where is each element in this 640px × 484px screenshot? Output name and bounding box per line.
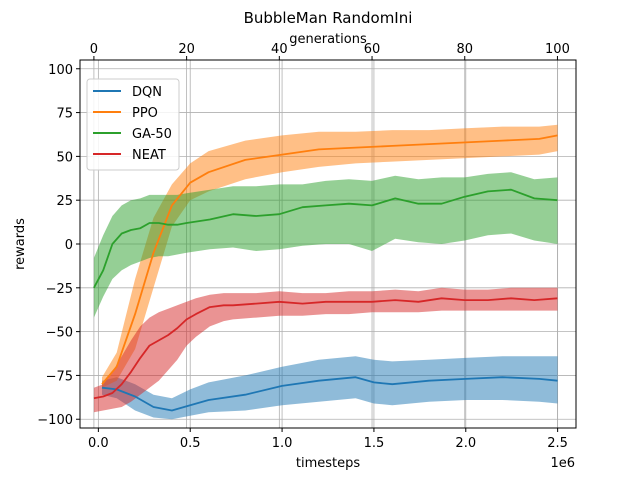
legend-box <box>86 78 180 171</box>
y-tick-label: −50 <box>46 326 73 341</box>
top-x-axis-label: generations <box>289 32 367 47</box>
axis-ticks: 0.0 0.5 1.0 1.5 2.0 2.5 0 20 40 60 80 100 −100 −75 −50… <box>37 42 570 451</box>
band-ppo <box>102 124 558 388</box>
confidence-bands <box>93 124 558 420</box>
x-tick-label: 2.5 <box>547 436 568 451</box>
top-tick-label: 20 <box>178 42 195 57</box>
x-tick-label: 0.0 <box>88 436 109 451</box>
legend-label-dqn: DQN <box>132 85 162 100</box>
y-tick-label: 0 <box>65 238 73 253</box>
top-tick-label: 100 <box>545 42 570 57</box>
legend-label-neat: NEAT <box>132 148 166 163</box>
series-line-neat <box>93 297 558 400</box>
series-line-dqn <box>101 376 558 412</box>
x-tick-label: 1.5 <box>364 436 385 451</box>
x-tick-label: 0.5 <box>180 436 201 451</box>
legend-label-ga-50: GA-50 <box>132 127 172 142</box>
legend: DQN PPO GA-50 NEAT <box>86 78 180 171</box>
band-dqn <box>102 356 558 420</box>
top-tick-label: 60 <box>364 42 381 57</box>
series-line-ppo <box>101 134 558 385</box>
band-neat <box>93 287 558 413</box>
y-tick-label: 75 <box>56 107 73 122</box>
x-tick-label: 1.0 <box>272 436 293 451</box>
series-line-ga-50 <box>93 188 558 289</box>
x-axis-label: timesteps <box>296 456 360 471</box>
legend-label-ppo: PPO <box>132 106 158 121</box>
y-tick-label: 50 <box>56 150 73 165</box>
chart-title: BubbleMan RandomIni <box>244 9 413 27</box>
y-tick-label: −75 <box>46 369 73 384</box>
top-tick-label: 0 <box>90 42 98 57</box>
band-ga-50 <box>93 172 558 318</box>
y-tick-label: −100 <box>37 413 73 428</box>
top-tick-label: 40 <box>271 42 288 57</box>
y-tick-label: −25 <box>46 282 73 297</box>
y-tick-label: 100 <box>48 63 73 78</box>
series-lines <box>93 134 558 412</box>
x-tick-label: 2.0 <box>455 436 476 451</box>
y-tick-label: 25 <box>56 194 73 209</box>
x-offset-text: 1e6 <box>550 456 575 471</box>
top-tick-label: 80 <box>456 42 473 57</box>
y-axis-label: rewards <box>13 218 28 270</box>
